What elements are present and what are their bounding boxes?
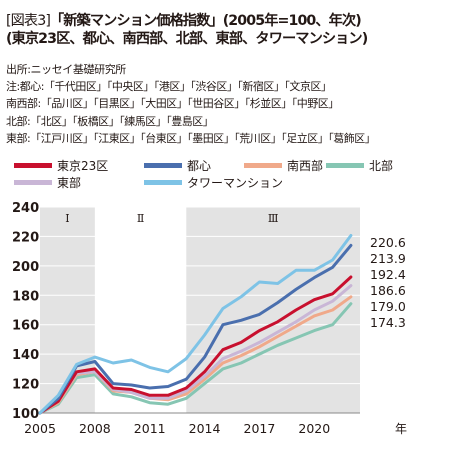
legend-swatch-nanseibu: [244, 163, 282, 168]
note-hokubu: 北部:「北区」「板橋区」「練馬区」「豊島区」: [6, 114, 214, 128]
period-label-2: Ⅱ: [137, 212, 144, 225]
y-tick-label-200: 200: [12, 260, 39, 275]
legend-label-nanseibu: 南西部: [287, 159, 324, 173]
y-tick-label-140: 140: [12, 348, 39, 363]
series-line-toshin: [38, 243, 353, 415]
y-tick-label-100: 100: [12, 407, 39, 422]
x-tick-label-2005: 2005: [24, 421, 56, 436]
series-line-tokyo23: [38, 275, 353, 415]
legend-label-hokubu: 北部: [369, 159, 394, 173]
title-main: 「新築マンション価格指数」(2005年=100、年次): [49, 13, 362, 29]
legend-item-nanseibu: 南西部: [244, 157, 323, 174]
legend-item-tobu: 東部: [14, 174, 81, 191]
legend-label-toshin: 都心: [187, 159, 212, 173]
source-note: 出所:ニッセイ基礎研究所: [6, 63, 126, 76]
legend-swatch-tobu: [14, 180, 52, 185]
legend-label-tower: タワーマンション: [187, 176, 284, 190]
notes-block: 注:都心:「千代田区」「中央区」「港区」「渋谷区」「新宿区」「文京区」 南西部:…: [6, 78, 376, 147]
x-tick-label-2014: 2014: [189, 421, 221, 436]
note-toshin: 注:都心:「千代田区」「中央区」「港区」「渋谷区」「新宿区」「文京区」: [6, 80, 332, 93]
period-label-1: Ⅰ: [65, 212, 69, 225]
x-tick-label-2017: 2017: [244, 421, 276, 436]
x-tick-label-2011: 2011: [134, 421, 166, 436]
x-tick-label-2008: 2008: [79, 421, 111, 436]
series-line-hokubu: [38, 302, 353, 415]
series-line-tobu: [38, 284, 353, 415]
period-label-3: Ⅲ: [268, 212, 279, 225]
figure-number: [図表3]: [6, 13, 51, 29]
note-tobu: 東部:「江戸川区」「江東区」「台東区」「墨田区」「荒川区」「足立区」「葛飾区」: [6, 131, 376, 145]
x-tick-label-2020: 2020: [298, 421, 330, 436]
title-line-2: (東京23区、都心、南西部、北部、東部、タワーマンション): [6, 31, 368, 47]
note-nanseibu: 南西部:「品川区」「目黒区」「大田区」「世田谷区」「杉並区」「中野区」: [6, 97, 339, 111]
chart-title: [図表3]「新築マンション価格指数」(2005年=100、年次) (東京23区、…: [6, 12, 368, 48]
end-value-label-5: 174.3: [370, 315, 406, 330]
y-tick-label-120: 120: [12, 378, 39, 393]
legend-item-hokubu: 北部: [326, 157, 393, 174]
end-value-label-2: 192.4: [370, 267, 406, 282]
legend-item-toshin: 都心: [144, 157, 211, 174]
y-tick-label-160: 160: [12, 319, 39, 334]
legend-swatch-tower: [144, 180, 182, 185]
legend-swatch-toshin: [144, 163, 182, 168]
legend-swatch-tokyo23: [14, 163, 52, 168]
legend-swatch-hokubu: [326, 163, 364, 168]
y-tick-label-220: 220: [12, 230, 39, 245]
chart-legend: 東京23区 都心 南西部 北部 東部 タワーマンション: [6, 155, 446, 191]
y-tick-label-240: 240: [12, 201, 39, 216]
legend-item-tokyo23: 東京23区: [14, 157, 108, 174]
end-value-label-0: 220.6: [370, 235, 406, 250]
legend-label-tokyo23: 東京23区: [57, 159, 109, 173]
series-line-tower: [38, 234, 353, 415]
x-axis-unit-label: 年: [395, 422, 407, 436]
legend-item-tower: タワーマンション: [144, 174, 283, 191]
legend-label-tobu: 東部: [57, 176, 82, 190]
line-chart: Ⅰ Ⅱ Ⅲ 100 120 140 160 180 200 220 240 2005 2008 2011 2…: [12, 201, 407, 436]
y-tick-label-180: 180: [12, 289, 39, 304]
end-value-label-3: 186.6: [370, 283, 406, 298]
title-line-1: [図表3]「新築マンション価格指数」(2005年=100、年次): [6, 12, 367, 30]
end-value-label-1: 213.9: [370, 251, 406, 266]
end-value-label-4: 179.0: [370, 299, 406, 314]
